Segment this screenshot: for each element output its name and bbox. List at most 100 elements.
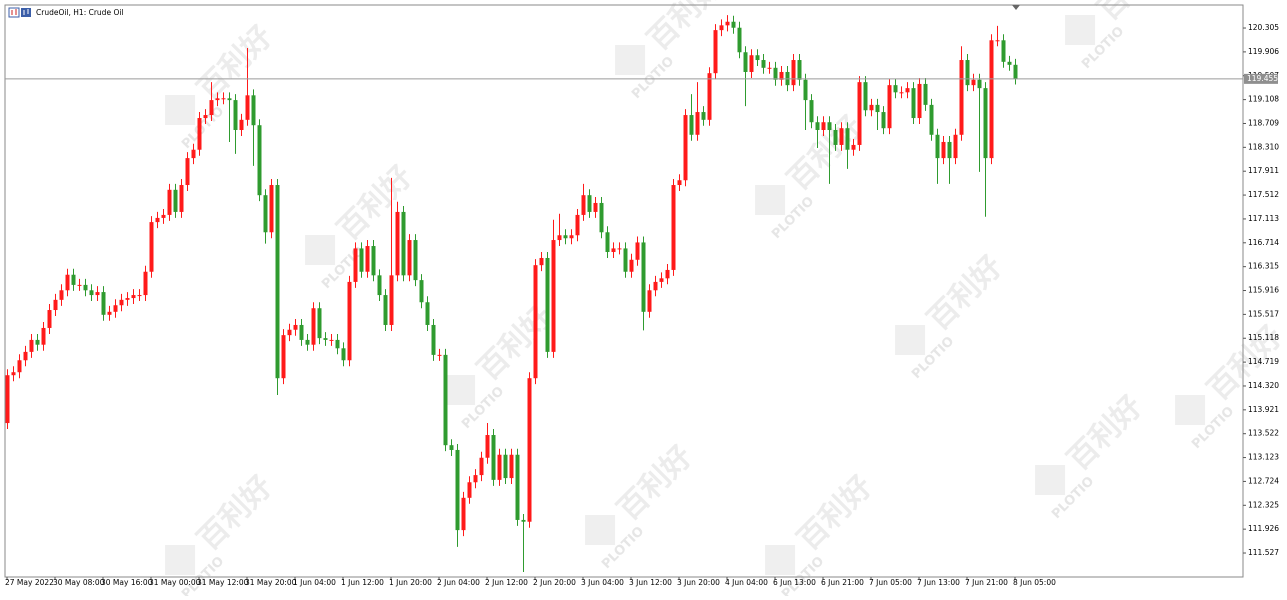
y-tick-label: 113.522	[1248, 429, 1279, 438]
candle-body	[563, 235, 568, 239]
candle-body	[77, 284, 82, 286]
candle-body	[755, 55, 760, 61]
candle-body	[41, 327, 46, 345]
candle-body	[569, 235, 574, 239]
candle-body	[167, 189, 172, 215]
candle-body	[353, 248, 358, 282]
candle-body	[617, 248, 622, 250]
y-tick-label: 115.517	[1248, 309, 1279, 318]
candle-body	[347, 281, 352, 361]
candle-body	[311, 308, 316, 345]
x-tick-label: 6 Jun 13:00	[773, 578, 816, 587]
candle-body	[947, 141, 952, 159]
x-tick-label: 2 Jun 12:00	[485, 578, 528, 587]
candle-body	[707, 73, 712, 120]
candle-body	[1001, 40, 1006, 62]
y-tick-label: 114.320	[1248, 381, 1279, 390]
x-tick-label: 7 Jun 05:00	[869, 578, 912, 587]
candle-body	[821, 122, 826, 130]
candle-body	[215, 98, 220, 101]
candle-body	[263, 195, 268, 233]
candle-body	[839, 128, 844, 145]
candle-body	[1007, 61, 1012, 65]
candle-body	[623, 248, 628, 272]
candle-body	[521, 519, 526, 522]
candle-body	[989, 40, 994, 159]
y-tick-label: 111.926	[1248, 524, 1279, 533]
watermark-logo-box	[1065, 15, 1096, 45]
x-tick-label: 2 Jun 20:00	[533, 578, 576, 587]
candle-body	[377, 275, 382, 296]
candle-body	[287, 329, 292, 336]
candle-body	[995, 40, 1000, 42]
candle-body	[47, 310, 52, 328]
y-tick-label: 117.512	[1248, 190, 1279, 199]
candle-body	[671, 185, 676, 270]
x-tick-label: 3 Jun 20:00	[677, 578, 720, 587]
candle-body	[5, 375, 10, 424]
candle-body	[23, 351, 28, 361]
candle-body	[53, 299, 58, 311]
candle-body	[899, 92, 904, 94]
y-tick-label: 118.310	[1248, 142, 1279, 151]
candle-body	[479, 457, 484, 476]
x-tick-label: 31 May 20:00	[245, 578, 297, 587]
candle-body	[875, 104, 880, 113]
candle-body	[125, 298, 130, 300]
candle-body	[665, 269, 670, 279]
candle-body	[881, 112, 886, 129]
candle-body	[101, 292, 106, 315]
y-tick-label: 113.921	[1248, 405, 1279, 414]
candle-body	[65, 274, 70, 291]
candle-body	[365, 246, 370, 272]
watermark-text: 百利好	[1091, 0, 1179, 28]
candle-body	[935, 134, 940, 159]
candle-body	[545, 257, 550, 352]
chart-title: CrudeOil, H1: Crude Oil	[36, 8, 124, 17]
candle-body	[449, 445, 454, 450]
watermarks: PLOTIO百利好PLOTIO百利好PLOTIO百利好PLOTIO百利好PLOT…	[165, 0, 1287, 600]
watermark-logo-box	[165, 95, 196, 125]
candle-body	[965, 60, 970, 86]
y-tick-label: 115.916	[1248, 286, 1279, 295]
candle-body	[587, 195, 592, 212]
candle-body	[401, 211, 406, 276]
watermark-logo-box	[765, 545, 796, 575]
candle-body	[245, 95, 250, 120]
candle-body	[251, 95, 256, 126]
candle-body	[797, 60, 802, 80]
watermark-logo-box	[895, 325, 926, 355]
candle-body	[371, 246, 376, 276]
candle-body	[383, 295, 388, 325]
candle-body	[611, 248, 616, 253]
candle-body	[239, 119, 244, 130]
x-tick-label: 7 Jun 13:00	[917, 578, 960, 587]
shift-marker	[1012, 5, 1020, 10]
price-label: 119.455	[1247, 74, 1278, 83]
candle-body	[659, 278, 664, 282]
candle-body	[293, 324, 298, 330]
candle-body	[149, 222, 154, 272]
candle-body	[395, 211, 400, 276]
candle-body	[581, 195, 586, 215]
candle-body	[269, 185, 274, 233]
watermark-text: 百利好	[611, 439, 699, 527]
candle-body	[197, 118, 202, 150]
candle-body	[497, 454, 502, 480]
candle-body	[221, 98, 226, 100]
watermark-text: 百利好	[331, 159, 419, 247]
candle-body	[647, 290, 652, 312]
candle-body	[767, 67, 772, 69]
watermark-text: 百利好	[921, 249, 1009, 337]
candle-body	[11, 372, 16, 376]
candle-body	[443, 354, 448, 446]
candle-body	[911, 88, 916, 119]
y-tick-label: 117.911	[1248, 166, 1279, 175]
candle-body	[653, 281, 658, 291]
candle-body	[749, 55, 754, 72]
candle-body	[731, 21, 736, 28]
x-tick-label: 31 May 00:00	[149, 578, 201, 587]
y-tick-label: 113.123	[1248, 453, 1279, 462]
